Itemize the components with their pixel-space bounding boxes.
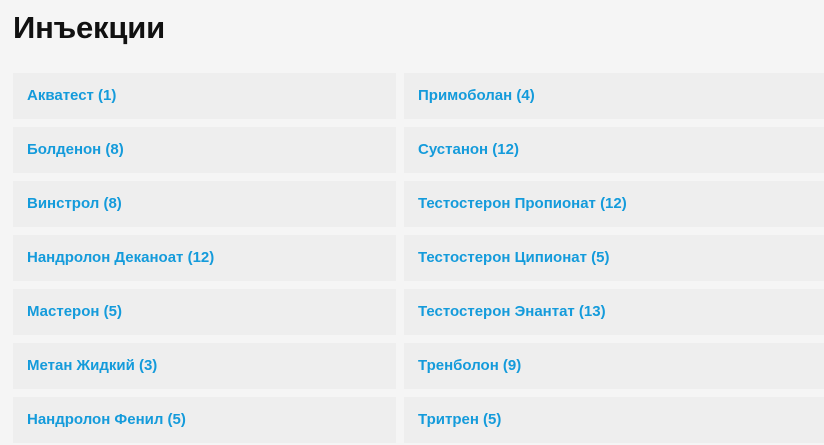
category-item-label: Тестостерон Пропионат (12) bbox=[418, 195, 627, 212]
left-column: Акватест (1) Болденон (8) Винстрол (8) Н… bbox=[13, 73, 396, 443]
category-item[interactable]: Метан Жидкий (3) bbox=[13, 343, 396, 389]
category-item[interactable]: Тестостерон Энантат (13) bbox=[404, 289, 824, 335]
category-item[interactable]: Нандролон Фенил (5) bbox=[13, 397, 396, 443]
category-item-label: Тестостерон Ципионат (5) bbox=[418, 249, 610, 266]
category-item[interactable]: Тестостерон Ципионат (5) bbox=[404, 235, 824, 281]
category-columns: Акватест (1) Болденон (8) Винстрол (8) Н… bbox=[13, 73, 824, 443]
category-item[interactable]: Тритрен (5) bbox=[404, 397, 824, 443]
category-item[interactable]: Мастерон (5) bbox=[13, 289, 396, 335]
category-item-label: Сустанон (12) bbox=[418, 141, 519, 158]
category-item[interactable]: Сустанон (12) bbox=[404, 127, 824, 173]
category-item-label: Нандролон Деканоат (12) bbox=[27, 249, 215, 266]
category-item-label: Примоболан (4) bbox=[418, 87, 535, 104]
category-item-label: Тренболон (9) bbox=[418, 357, 522, 374]
category-item-label: Винстрол (8) bbox=[27, 195, 122, 212]
category-item[interactable]: Болденон (8) bbox=[13, 127, 396, 173]
category-item[interactable]: Тестостерон Пропионат (12) bbox=[404, 181, 824, 227]
category-item-label: Метан Жидкий (3) bbox=[27, 357, 158, 374]
category-item-label: Мастерон (5) bbox=[27, 303, 122, 320]
category-item-label: Болденон (8) bbox=[27, 141, 124, 158]
page-title: Инъекции bbox=[13, 10, 165, 45]
category-item[interactable]: Нандролон Деканоат (12) bbox=[13, 235, 396, 281]
category-item[interactable]: Тренболон (9) bbox=[404, 343, 824, 389]
category-item-label: Акватест (1) bbox=[27, 87, 117, 104]
category-item-label: Тестостерон Энантат (13) bbox=[418, 303, 606, 320]
category-item[interactable]: Акватест (1) bbox=[13, 73, 396, 119]
category-item-label: Тритрен (5) bbox=[418, 411, 502, 428]
category-item[interactable]: Примоболан (4) bbox=[404, 73, 824, 119]
right-column: Примоболан (4) Сустанон (12) Тестостерон… bbox=[404, 73, 824, 443]
category-item[interactable]: Винстрол (8) bbox=[13, 181, 396, 227]
category-item-label: Нандролон Фенил (5) bbox=[27, 411, 186, 428]
